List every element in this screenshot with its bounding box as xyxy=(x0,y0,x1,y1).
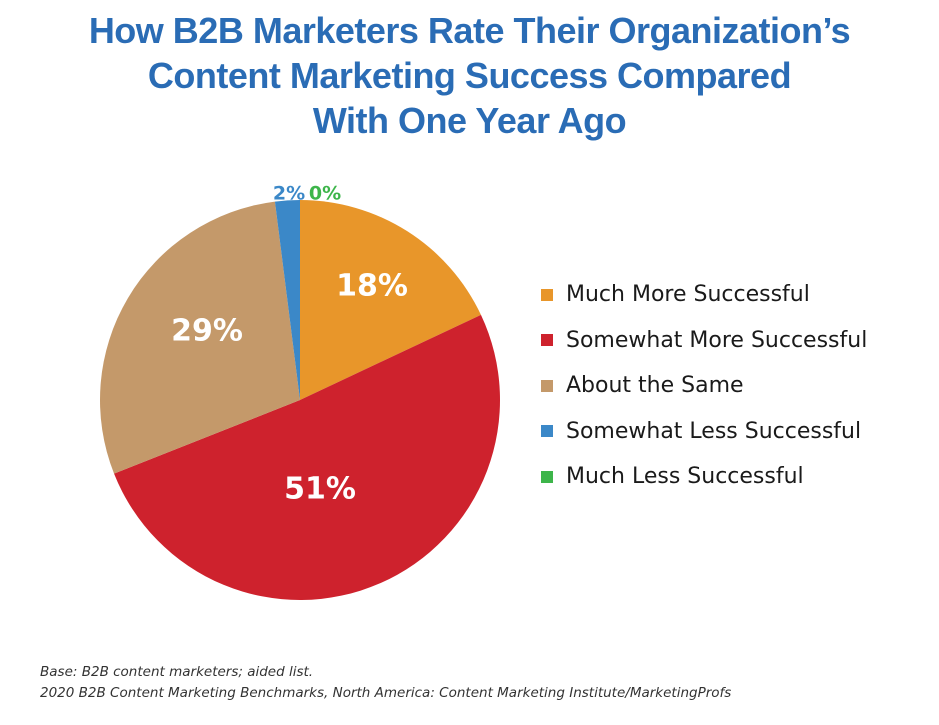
data-label: 18% xyxy=(336,269,408,304)
legend-item: About the Same xyxy=(541,363,867,409)
data-label: 2% xyxy=(273,183,305,205)
chart-title: How B2B Marketers Rate Their Organizatio… xyxy=(0,8,939,143)
legend-swatch xyxy=(541,379,553,392)
legend-item: Somewhat More Successful xyxy=(541,318,867,364)
data-label: 51% xyxy=(284,472,356,507)
footnote-source: 2020 B2B Content Marketing Benchmarks, N… xyxy=(40,685,732,701)
pie-slice-somewhat-less-successful xyxy=(274,200,300,400)
pie-slice-about-the-same xyxy=(99,201,300,474)
footnote-base: Base: B2B content marketers; aided list. xyxy=(40,664,314,680)
legend-swatch xyxy=(541,334,553,347)
title-line-2: Content Marketing Success Compared xyxy=(147,55,792,96)
legend-swatch xyxy=(541,470,553,483)
data-label: 0% xyxy=(309,183,341,205)
legend-item: Much More Successful xyxy=(541,272,867,318)
legend-label: Somewhat Less Successful xyxy=(566,418,862,444)
legend: Much More Successful Somewhat More Succes… xyxy=(541,272,867,500)
legend-label: About the Same xyxy=(566,373,744,399)
legend-item: Much Less Successful xyxy=(541,454,867,500)
title-line-1: How B2B Marketers Rate Their Organizatio… xyxy=(88,10,851,51)
data-label: 29% xyxy=(171,314,243,349)
pie-slice-somewhat-more-successful xyxy=(114,314,501,601)
footnotes: Base: B2B content marketers; aided list.… xyxy=(40,662,731,704)
legend-label: Much More Successful xyxy=(566,282,810,308)
legend-swatch xyxy=(541,288,553,301)
legend-label: Somewhat More Successful xyxy=(566,327,868,353)
legend-swatch xyxy=(541,425,553,438)
legend-label: Much Less Successful xyxy=(566,464,804,490)
title-line-3: With One Year Ago xyxy=(312,100,627,141)
pie-slice-much-more-successful xyxy=(300,200,481,400)
legend-item: Somewhat Less Successful xyxy=(541,409,867,455)
